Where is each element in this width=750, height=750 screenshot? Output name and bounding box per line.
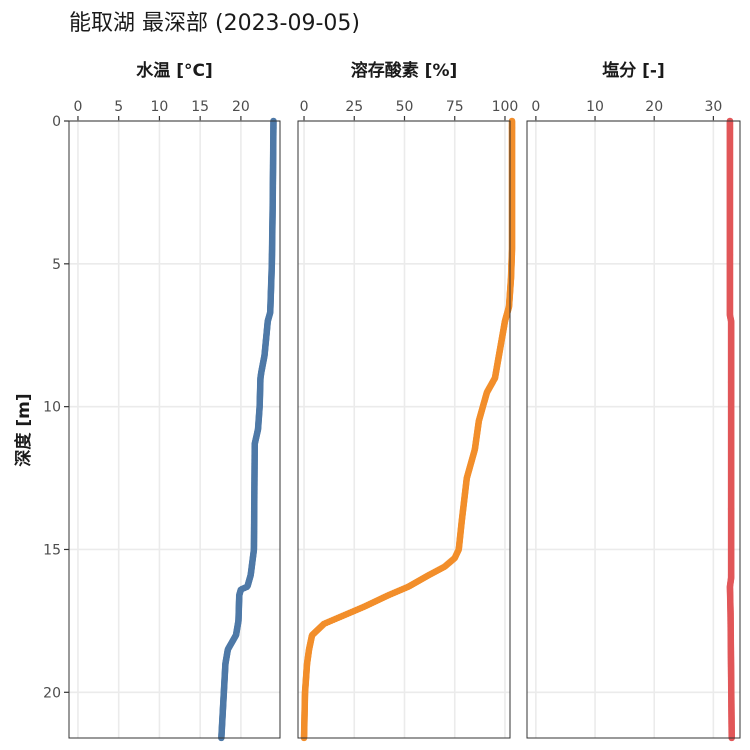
y-axis-label: 深度 [m] [13, 393, 34, 466]
x-tick-label: 0 [300, 99, 309, 115]
x-tick-label: 10 [151, 99, 169, 115]
x-tick-label: 10 [586, 99, 604, 115]
x-tick-label: 20 [232, 99, 250, 115]
x-tick-label: 0 [531, 99, 540, 115]
x-tick-label: 100 [492, 99, 519, 115]
panel-frame [297, 120, 511, 739]
y-tick-label: 10 [43, 400, 61, 416]
x-tick-label: 25 [345, 99, 363, 115]
chart-title: 能取湖 最深部 (2023-09-05) [69, 11, 360, 36]
panel-do: 0 25 50 75 100 溶存酸素 [%] [297, 60, 519, 742]
y-tick-label: 15 [43, 542, 61, 558]
panel-frame [68, 120, 281, 739]
x-tick-label: 75 [446, 99, 464, 115]
x-tick-label: 15 [191, 99, 209, 115]
x-tick-label: 20 [645, 99, 663, 115]
y-tick-label: 5 [52, 257, 61, 273]
panel-title: 溶存酸素 [%] [351, 60, 458, 81]
x-tick-label: 0 [74, 99, 83, 115]
panel-sal: 0 10 20 30 塩分 [-] [526, 60, 741, 742]
x-tick-label: 30 [704, 99, 722, 115]
x-tick-label: 5 [114, 99, 123, 115]
panel-temp: 0 5 10 15 20 水温 [°C] [68, 60, 281, 742]
panel-title: 水温 [°C] [136, 60, 212, 81]
x-tick-label: 50 [396, 99, 414, 115]
panel-title: 塩分 [-] [602, 60, 665, 81]
y-tick-label: 20 [43, 685, 61, 701]
y-tick-label: 0 [52, 114, 61, 130]
panel-frame [526, 120, 741, 739]
